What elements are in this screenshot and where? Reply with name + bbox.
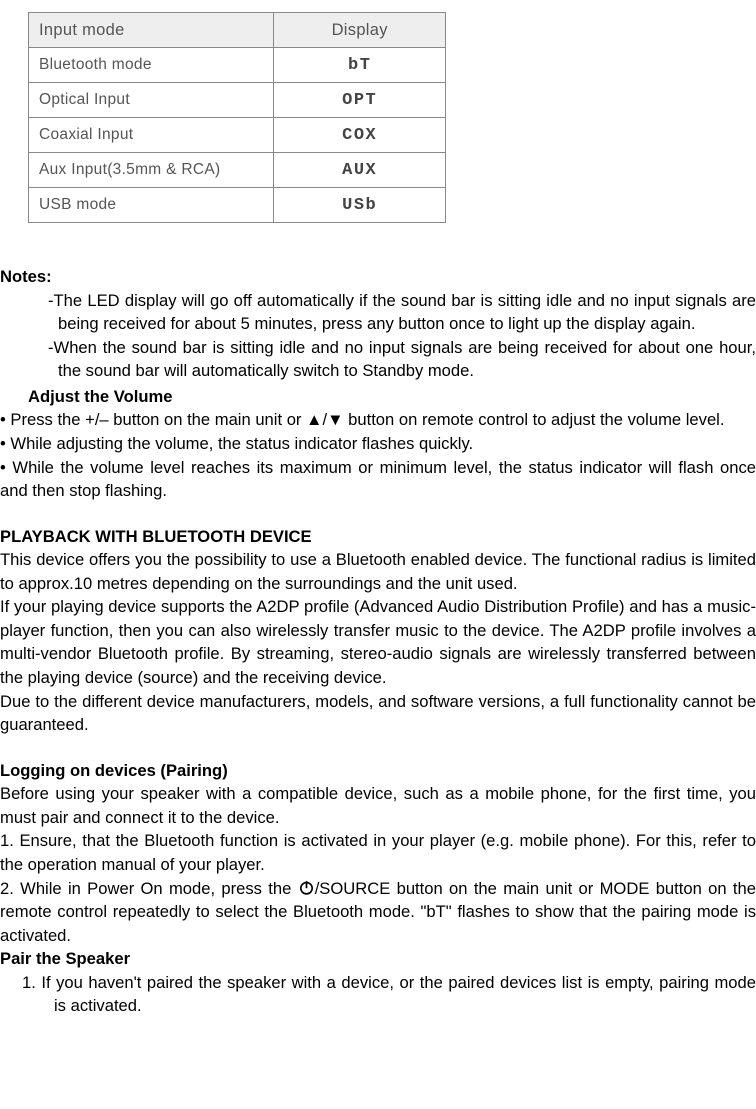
pairing-step: 2. While in Power On mode, press the /SO…	[0, 877, 756, 948]
cell-mode: Aux Input(3.5mm & RCA)	[29, 153, 274, 188]
table-row: Optical Input OPT	[29, 83, 446, 118]
table-header-display: Display	[274, 13, 446, 48]
pairing-step-pre: 2. While in Power On mode, press the	[0, 879, 298, 898]
pairing-paragraph: Before using your speaker with a compati…	[0, 782, 756, 829]
note-item: -The LED display will go off automatical…	[0, 289, 756, 336]
adjust-volume-title: Adjust the Volume	[0, 385, 756, 409]
input-mode-table: Input mode Display Bluetooth mode bT Opt…	[28, 12, 756, 223]
power-icon	[298, 879, 315, 896]
bullet-item: • While adjusting the volume, the status…	[0, 432, 756, 456]
pairing-title: Logging on devices (Pairing)	[0, 759, 756, 783]
bullet-item: • While the volume level reaches its max…	[0, 456, 756, 503]
cell-display: AUX	[274, 153, 446, 188]
cell-mode: Optical Input	[29, 83, 274, 118]
notes-title: Notes:	[0, 265, 756, 289]
cell-display: OPT	[274, 83, 446, 118]
table-header-mode: Input mode	[29, 13, 274, 48]
table: Input mode Display Bluetooth mode bT Opt…	[28, 12, 446, 223]
bluetooth-paragraph: If your playing device supports the A2DP…	[0, 595, 756, 689]
pairing-step: 1. Ensure, that the Bluetooth function i…	[0, 829, 756, 876]
cell-mode: USB mode	[29, 188, 274, 223]
bluetooth-paragraph: This device offers you the possibility t…	[0, 548, 756, 595]
table-row: Bluetooth mode bT	[29, 48, 446, 83]
table-row: Aux Input(3.5mm & RCA) AUX	[29, 153, 446, 188]
table-row: Coaxial Input COX	[29, 118, 446, 153]
bluetooth-title: PLAYBACK WITH BLUETOOTH DEVICE	[0, 525, 756, 549]
cell-mode: Bluetooth mode	[29, 48, 274, 83]
table-row: USB mode USb	[29, 188, 446, 223]
bluetooth-paragraph: Due to the different device manufacturer…	[0, 690, 756, 737]
pair-speaker-item: 1. If you haven't paired the speaker wit…	[0, 971, 756, 1018]
note-item: -When the sound bar is sitting idle and …	[0, 336, 756, 383]
cell-display: bT	[274, 48, 446, 83]
cell-display: COX	[274, 118, 446, 153]
bullet-item: • Press the +/– button on the main unit …	[0, 408, 756, 432]
cell-display: USb	[274, 188, 446, 223]
pair-speaker-title: Pair the Speaker	[0, 947, 756, 971]
cell-mode: Coaxial Input	[29, 118, 274, 153]
